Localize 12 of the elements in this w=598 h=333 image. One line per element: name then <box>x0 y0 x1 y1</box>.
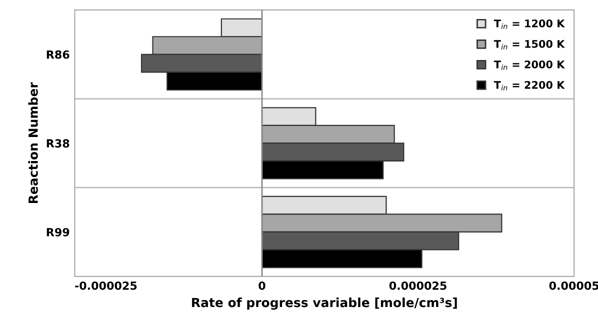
y-tick-label: R99 <box>46 228 70 236</box>
y-tick-label: R86 <box>46 50 70 59</box>
legend-label: T$_{in}$ = 2000 K <box>494 60 565 70</box>
y-axis-title: Reaction Number <box>28 82 38 204</box>
legend-label: T$_{in}$ = 2200 K <box>494 80 565 90</box>
x-axis-title: Rate of progress variable [mole/cm³s] <box>192 298 457 310</box>
legend-label: T$_{in}$ = 1500 K <box>494 40 565 50</box>
x-tick-label: -0.000025 <box>75 281 137 290</box>
legend-label: T$_{in}$ = 1200 K <box>494 19 565 29</box>
y-tick-label: R38 <box>46 139 70 148</box>
x-tick-label: 0.000025 <box>389 281 446 290</box>
x-tick-label: 0 <box>258 281 266 290</box>
